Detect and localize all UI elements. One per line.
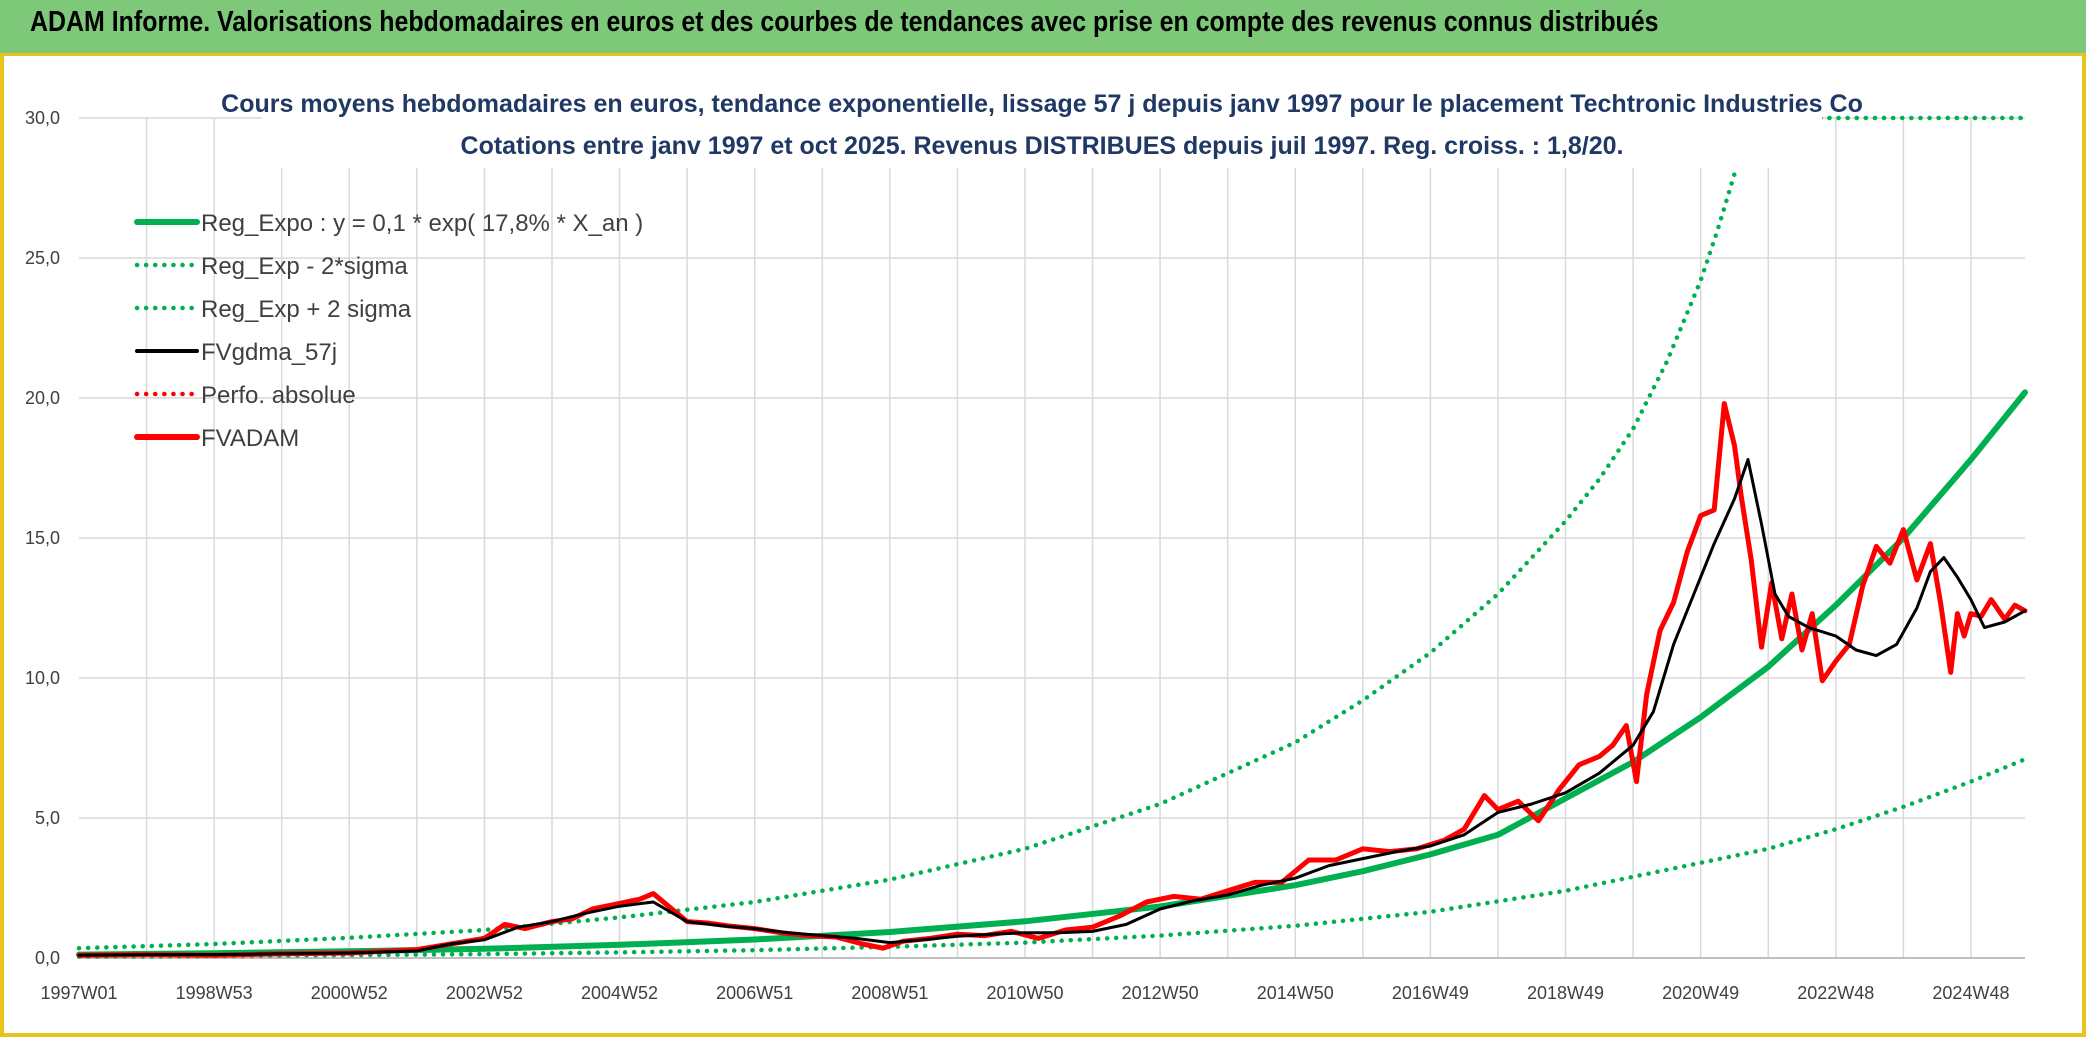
y-tick-label: 5,0	[35, 808, 60, 828]
legend-label: FVgdma_57j	[201, 339, 337, 366]
header-banner: ADAM Informe. Valorisations hebdomadaire…	[0, 0, 2086, 56]
x-tick-label: 2004W52	[581, 983, 658, 1003]
x-tick-label: 2002W52	[446, 983, 523, 1003]
y-tick-label: 10,0	[25, 668, 60, 688]
x-tick-label: 1998W53	[176, 983, 253, 1003]
x-axis-ticks: 1997W01 1998W53 2000W52 2002W52 2004W52 2006W…	[40, 983, 2009, 1003]
chart-subtitle: Cotations entre janv 1997 et oct 2025. R…	[461, 132, 1624, 160]
series-reg-exp-2-sigma	[76, 756, 2028, 959]
chart-title: Cours moyens hebdomadaires en euros, ten…	[221, 90, 1863, 118]
x-tick-label: 2022W48	[1797, 983, 1874, 1003]
legend-label: Reg_Exp - 2*sigma	[201, 253, 408, 280]
y-tick-label: 15,0	[25, 528, 60, 548]
x-tick-label: 1997W01	[40, 983, 117, 1003]
x-tick-label: 2012W50	[1122, 983, 1199, 1003]
title-background	[262, 86, 1822, 168]
legend-label: Perfo. absolue	[201, 382, 356, 409]
x-tick-label: 2024W48	[1932, 983, 2009, 1003]
x-tick-label: 2006W51	[716, 983, 793, 1003]
y-tick-label: 25,0	[25, 248, 60, 268]
y-tick-label: 0,0	[35, 948, 60, 968]
legend-label: FVADAM	[201, 425, 299, 452]
chart-legend: Reg_Expo : y = 0,1 * exp( 17,8% * X_an )…	[134, 210, 643, 452]
series-fvadam	[76, 401, 2028, 958]
x-tick-label: 2000W52	[311, 983, 388, 1003]
series-reg-exp-2-sigma	[76, 171, 1737, 951]
x-tick-label: 2010W50	[986, 983, 1063, 1003]
legend-label: Reg_Expo : y = 0,1 * exp( 17,8% * X_an )	[201, 210, 643, 237]
y-tick-label: 20,0	[25, 388, 60, 408]
x-tick-label: 2020W49	[1662, 983, 1739, 1003]
series-reg-expo-y-0-1-exp-17-8-x-an	[76, 389, 2028, 958]
banner-title: ADAM Informe. Valorisations hebdomadaire…	[30, 6, 1659, 38]
y-tick-label: 30,0	[25, 108, 60, 128]
x-tick-label: 2014W50	[1257, 983, 1334, 1003]
x-tick-label: 2018W49	[1527, 983, 1604, 1003]
chart-frame	[0, 56, 2086, 1037]
legend-label: Reg_Exp + 2 sigma	[201, 296, 412, 323]
x-tick-label: 2008W51	[851, 983, 928, 1003]
y-axis-ticks: 0,0 5,0 10,0 15,0 20,0 25,0 30,0	[25, 108, 60, 968]
x-tick-label: 2016W49	[1392, 983, 1469, 1003]
grid-lines	[79, 117, 2025, 959]
series-fvgdma-57j	[77, 458, 2027, 957]
